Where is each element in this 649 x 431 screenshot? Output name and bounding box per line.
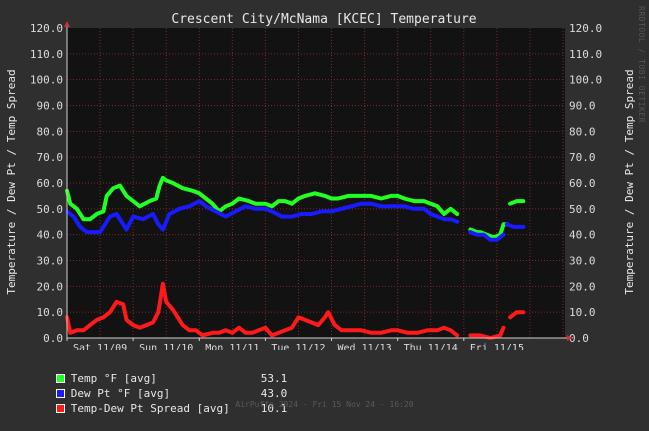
y-tick-label-left: 40.0 bbox=[37, 229, 64, 242]
legend-value-dewpt: 43.0 bbox=[260, 387, 288, 400]
y-axis-label-right: Temperature / Dew Pt / Temp Spread bbox=[623, 69, 636, 294]
legend-value-spread: 10.1 bbox=[260, 402, 288, 415]
y-tick-label-left: 0.0 bbox=[43, 332, 63, 345]
y-tick-label-left: 30.0 bbox=[37, 255, 64, 268]
legend: Temp °F [avg] 53.1 Dew Pt °F [avg] 43.0 Te… bbox=[16, 356, 287, 415]
legend-label-spread: Temp-Dew Pt Spread [avg] bbox=[70, 402, 230, 415]
y-tick-label-left: 100.0 bbox=[30, 74, 63, 87]
x-tick-label: Mon 11/11 bbox=[205, 343, 259, 350]
legend-label-dewpt: Dew Pt °F [avg] bbox=[70, 387, 171, 400]
x-tick-label: Fri 11/15 bbox=[470, 343, 524, 350]
brand-watermark: RRDTOOL / TOBI OETIKER bbox=[637, 6, 646, 123]
grid-lines bbox=[67, 28, 565, 338]
legend-item-temp: Temp °F [avg] 53.1 bbox=[16, 356, 287, 385]
y-tick-label-right: 40.0 bbox=[569, 229, 596, 242]
legend-label-temp: Temp °F [avg] bbox=[70, 372, 157, 385]
y-tick-label-right: 30.0 bbox=[569, 255, 596, 268]
series-line-temp-dew-pt-spread-avg bbox=[508, 310, 526, 320]
y-tick-label-right: 100.0 bbox=[569, 74, 602, 87]
y-tick-label-right: 10.0 bbox=[569, 306, 596, 319]
y-tick-label-right: 20.0 bbox=[569, 280, 596, 293]
legend-swatch-temp bbox=[55, 373, 65, 383]
legend-swatch-dewpt bbox=[55, 388, 65, 398]
series-layer bbox=[65, 175, 526, 340]
series-line-temp-f-avg bbox=[508, 199, 526, 206]
legend-swatch-spread bbox=[55, 403, 65, 413]
y-tick-label-right: 90.0 bbox=[569, 100, 596, 113]
y-tick-label-left: 90.0 bbox=[37, 100, 64, 113]
chart-frame: Crescent City/McNama [KCEC] Temperature … bbox=[5, 6, 646, 415]
series-line-temp-f-avg bbox=[468, 222, 509, 240]
legend-item-dewpt: Dew Pt °F [avg] 43.0 bbox=[16, 371, 287, 400]
y-tick-label-right: 80.0 bbox=[569, 125, 596, 138]
series-line-dew-pt-f-avg bbox=[504, 222, 526, 229]
x-tick-label: Wed 11/13 bbox=[338, 343, 392, 350]
y-tick-label-left: 110.0 bbox=[30, 48, 63, 61]
y-tick-label-left: 10.0 bbox=[37, 306, 64, 319]
y-tick-label-left: 20.0 bbox=[37, 280, 64, 293]
legend-item-spread: Temp-Dew Pt Spread [avg] 10.1 bbox=[16, 386, 287, 415]
series-line-temp-f-avg bbox=[65, 175, 460, 222]
series-line-dew-pt-f-avg bbox=[65, 199, 460, 235]
series-line-temp-dew-pt-spread-avg bbox=[65, 281, 460, 338]
y-tick-label-right: 110.0 bbox=[569, 48, 602, 61]
y-tick-label-right: 70.0 bbox=[569, 151, 596, 164]
y-tick-label-right: 50.0 bbox=[569, 203, 596, 216]
y-tick-label-left: 120.0 bbox=[30, 22, 63, 35]
chart-title: Crescent City/McNama [KCEC] Temperature bbox=[171, 12, 476, 27]
y-tick-label-right: 0.0 bbox=[569, 332, 589, 345]
x-tick-label: Sat 11/09 bbox=[73, 343, 127, 350]
y-axis-arrow bbox=[64, 21, 70, 27]
footer-text: AirPuffe 2024 - Fri 15 Nov 24 - 16:20 bbox=[235, 400, 414, 409]
x-axis-arrow bbox=[567, 335, 573, 341]
y-tick-label-left: 70.0 bbox=[37, 151, 64, 164]
y-tick-label-right: 120.0 bbox=[569, 22, 602, 35]
x-tick-label: Tue 11/12 bbox=[271, 343, 325, 350]
axis-ticks: 0.0 0.0 10.0 10.0 20.0 20.0 30.0 30.0 40.0 40.0 50… bbox=[30, 21, 602, 350]
y-tick-label-left: 50.0 bbox=[37, 203, 64, 216]
y-tick-label-right: 60.0 bbox=[569, 177, 596, 190]
y-axis-label-left: Temperature / Dew Pt / Temp Spread bbox=[5, 69, 18, 294]
x-tick-label: Sun 11/10 bbox=[139, 343, 193, 350]
series-line-dew-pt-f-avg bbox=[468, 230, 506, 242]
temperature-chart: Crescent City/McNama [KCEC] Temperature … bbox=[5, 12, 636, 350]
legend-value-temp: 53.1 bbox=[260, 372, 288, 385]
x-tick-label: Thu 11/14 bbox=[404, 343, 458, 350]
y-tick-label-left: 60.0 bbox=[37, 177, 64, 190]
y-tick-label-left: 80.0 bbox=[37, 125, 64, 138]
